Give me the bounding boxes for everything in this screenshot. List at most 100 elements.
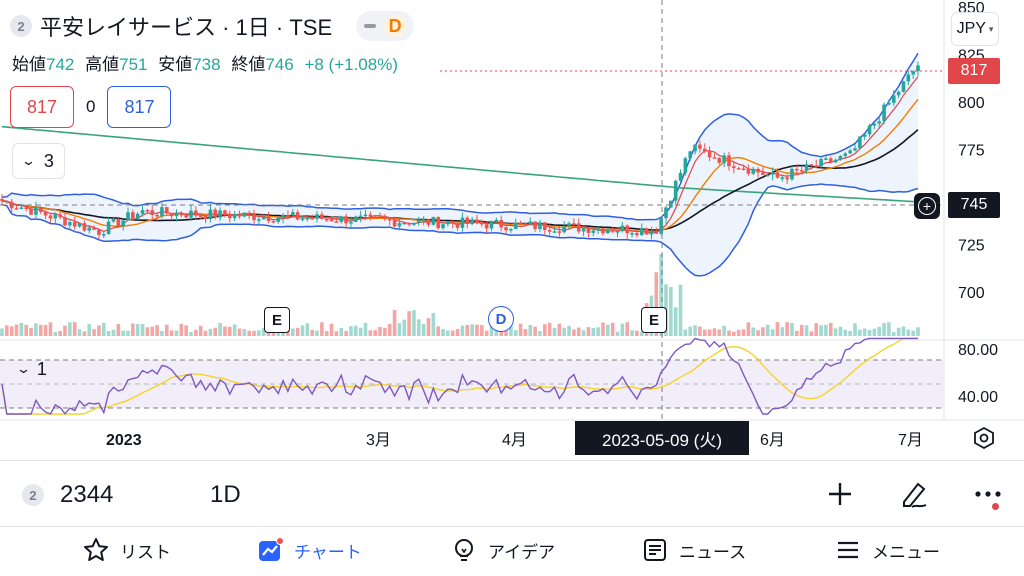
volume-bar — [232, 324, 237, 336]
nav-item-menu[interactable]: メニュー — [834, 536, 940, 564]
sell-button[interactable]: 817 — [10, 86, 74, 128]
volume-bar — [135, 323, 140, 336]
nav-item-chart[interactable]: チャート — [256, 536, 362, 564]
volume-bar — [606, 324, 610, 336]
candle-body — [591, 230, 596, 233]
rsi-collapse-button[interactable]: ⌄ 1 — [12, 352, 53, 386]
volume-bar — [862, 328, 867, 336]
volume-bar — [242, 329, 247, 336]
volume-bar — [838, 326, 843, 336]
volume-bar — [450, 330, 455, 336]
buy-button[interactable]: 817 — [107, 86, 172, 128]
volume-bar — [87, 324, 92, 336]
order-buttons: 817 0 817 — [10, 86, 172, 128]
candle-body — [867, 125, 872, 135]
plus-icon[interactable] — [824, 478, 856, 510]
volume-bar — [804, 325, 809, 336]
candle-body — [887, 102, 891, 105]
nav-item-list[interactable]: リスト — [82, 536, 171, 564]
volume-bar — [669, 287, 673, 336]
candle-body — [732, 166, 736, 169]
earnings-event-marker[interactable]: E — [641, 307, 667, 333]
candle-body — [576, 223, 581, 232]
volume-bar — [736, 329, 741, 336]
visibility-toggle[interactable]: D — [356, 11, 415, 41]
volume-bar — [324, 331, 329, 336]
sma-black-line — [1, 129, 919, 231]
chart-area[interactable]: 850 825 800 775 725 700 80.00 40.00 2023 3月 4月 6月 7月… — [0, 0, 1024, 460]
symbol-title[interactable]: 平安レイサービス · 1日 · TSE — [40, 15, 333, 40]
symbol-badge: 2 — [22, 484, 44, 506]
volume-bar — [543, 324, 547, 336]
time-tick-label: 4月 — [502, 432, 527, 449]
candle-body — [906, 74, 911, 82]
candle-body — [194, 210, 198, 216]
candle-body — [499, 219, 503, 228]
volume-bar — [475, 324, 479, 336]
crosshair-date-tag: 2023-05-09 (火) — [575, 421, 749, 455]
dividend-event-marker[interactable]: D — [488, 306, 514, 332]
more-icon[interactable] — [972, 478, 1004, 510]
candle-body — [135, 213, 140, 219]
volume-bar — [116, 324, 121, 336]
candle-body — [446, 221, 450, 225]
candle-body — [402, 222, 407, 225]
indicators-collapse-button[interactable]: ⌄ 3 — [12, 143, 65, 179]
volume-bar — [911, 330, 915, 336]
candle-body — [722, 155, 726, 163]
nav-label-list: リスト — [120, 542, 171, 562]
volume-bar — [591, 327, 596, 336]
volume-bar — [315, 330, 319, 336]
volume-bar — [155, 325, 159, 336]
plus-circle-icon: + — [918, 197, 936, 215]
candle-body — [203, 215, 208, 220]
time-tick-label: 6月 — [760, 432, 785, 449]
volume-bar — [518, 323, 523, 336]
candle-body — [174, 212, 179, 217]
candle-body — [242, 212, 247, 217]
volume-bar — [819, 325, 823, 336]
candle-body — [373, 215, 377, 217]
candle-body — [824, 158, 828, 160]
candle-body — [644, 228, 649, 235]
volume-bar — [339, 327, 344, 336]
volume-bar — [208, 328, 213, 336]
volume-bar — [34, 323, 38, 336]
candle-body — [261, 216, 266, 220]
candle-body — [707, 151, 712, 158]
candle-body — [34, 207, 38, 215]
volume-bar — [795, 330, 799, 336]
volume-bar — [169, 330, 174, 336]
volume-bar — [63, 325, 67, 336]
volume-bar — [538, 331, 542, 336]
candle-body — [702, 148, 707, 152]
volume-bar — [547, 322, 552, 336]
candle-body — [383, 217, 387, 220]
symbol-code[interactable]: 2344 — [60, 481, 114, 508]
volume-bar — [843, 329, 848, 336]
time-tick-label: 7月 — [898, 432, 923, 449]
earnings-event-marker[interactable]: E — [264, 307, 290, 333]
candle-body — [799, 170, 804, 172]
volume-bar — [373, 330, 377, 336]
candle-body — [48, 215, 53, 219]
candle-body — [683, 158, 688, 173]
volume-bar — [82, 331, 87, 336]
nav-item-ideas[interactable]: アイデア — [450, 536, 555, 564]
volume-bar — [727, 330, 731, 336]
volume-bar — [615, 331, 620, 336]
interval-selector[interactable]: 1D — [210, 481, 241, 508]
currency-selector[interactable]: JPY ▾ — [951, 12, 999, 46]
pen-icon[interactable] — [898, 478, 930, 510]
volume-bar — [882, 322, 886, 336]
nav-item-news[interactable]: ニュース — [641, 536, 746, 564]
candle-body — [397, 223, 402, 227]
volume-bar — [513, 330, 518, 336]
candle-body — [116, 219, 121, 227]
hexagon-settings-icon[interactable] — [972, 426, 996, 450]
candle-body — [552, 231, 557, 233]
add-alert-button[interactable]: + — [914, 193, 940, 219]
volume-bar — [145, 327, 150, 336]
volume-bar — [693, 325, 697, 336]
